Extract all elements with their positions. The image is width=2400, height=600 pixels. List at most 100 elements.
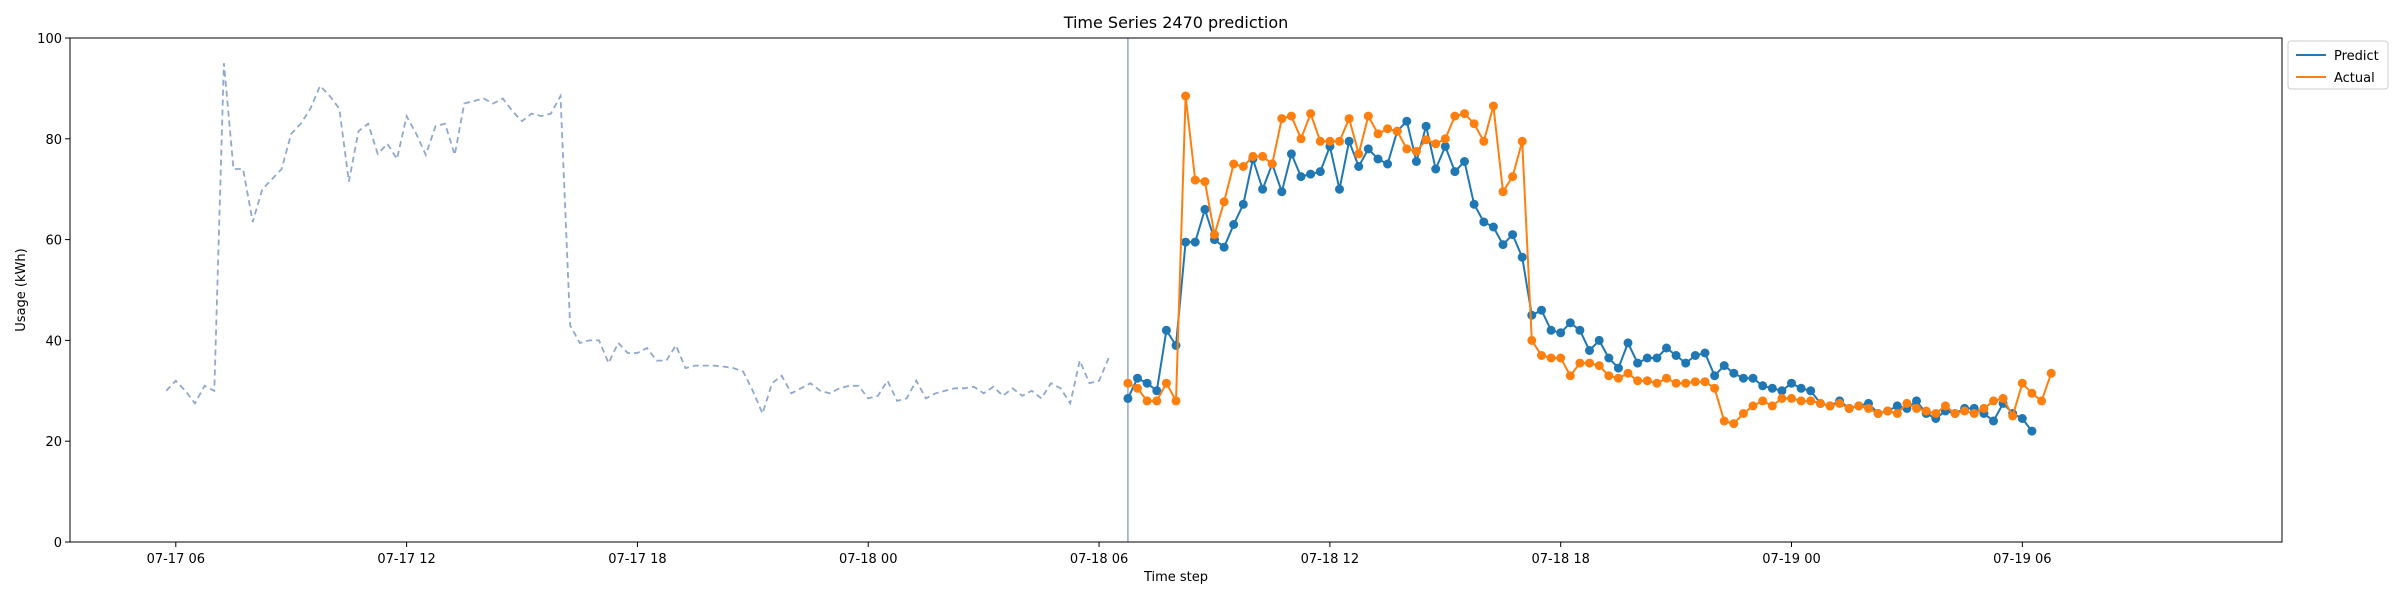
predict-point bbox=[1613, 363, 1623, 373]
predict-point bbox=[1411, 157, 1421, 166]
actual-point bbox=[1710, 383, 1720, 393]
actual-point bbox=[1662, 373, 1671, 383]
x-tick-label: 07-19 00 bbox=[1762, 552, 1820, 567]
actual-point bbox=[1133, 383, 1142, 393]
plot-frame bbox=[69, 37, 2283, 543]
actual-point bbox=[1344, 114, 1354, 124]
predict-point bbox=[1633, 358, 1643, 368]
predict-point bbox=[1373, 154, 1383, 164]
predict-point bbox=[1758, 381, 1768, 391]
legend: Predict Actual bbox=[2287, 40, 2389, 90]
actual-point bbox=[1431, 139, 1441, 149]
predict-point bbox=[1508, 230, 1518, 240]
y-tick-label: 100 bbox=[37, 32, 62, 47]
actual-point bbox=[1575, 358, 1585, 368]
actual-point bbox=[1854, 401, 1864, 411]
actual-point bbox=[2027, 388, 2037, 398]
predict-point bbox=[1652, 353, 1662, 363]
actual-point bbox=[1296, 134, 1306, 144]
predict-point bbox=[1594, 335, 1604, 345]
actual-point bbox=[1171, 396, 1181, 406]
actual-point bbox=[1931, 409, 1941, 418]
x-tick-label: 07-17 06 bbox=[147, 552, 205, 567]
actual-point bbox=[1864, 403, 1873, 413]
predict-point bbox=[1440, 141, 1450, 151]
predict-point bbox=[1123, 393, 1133, 403]
predict-point bbox=[1354, 162, 1364, 171]
actual-point bbox=[1700, 377, 1710, 387]
actual-point bbox=[1363, 111, 1373, 121]
x-axis-label: Time step bbox=[1143, 570, 1208, 585]
actual-point bbox=[1998, 393, 2008, 403]
x-tick-label: 07-18 12 bbox=[1301, 552, 1359, 567]
actual-point bbox=[1556, 353, 1566, 363]
predict-point bbox=[1190, 237, 1200, 247]
predict-point bbox=[1315, 167, 1325, 177]
actual-point bbox=[1892, 409, 1902, 418]
y-tick-label: 20 bbox=[45, 435, 62, 450]
actual-point bbox=[1690, 377, 1700, 387]
predict-point bbox=[1200, 204, 1210, 214]
actual-point bbox=[1238, 162, 1248, 171]
actual-point bbox=[1325, 136, 1335, 146]
predict-point bbox=[1450, 167, 1460, 177]
predict-point bbox=[1296, 172, 1306, 182]
actual-point bbox=[1844, 403, 1854, 413]
predict-point bbox=[1517, 252, 1527, 262]
actual-point bbox=[1200, 177, 1210, 187]
actual-point bbox=[1517, 136, 1527, 146]
actual-point bbox=[1671, 378, 1681, 388]
actual-point bbox=[1565, 371, 1575, 381]
predict-point bbox=[1729, 368, 1739, 378]
actual-point bbox=[1498, 187, 1508, 197]
predict-point bbox=[1796, 383, 1806, 393]
actual-point bbox=[1912, 403, 1921, 413]
actual-line bbox=[1127, 95, 2053, 425]
actual-point bbox=[1835, 398, 1845, 408]
actual-point bbox=[1210, 230, 1219, 240]
predict-point bbox=[1488, 222, 1498, 232]
predict-point bbox=[1152, 386, 1162, 396]
predict-point bbox=[1738, 373, 1748, 383]
predict-point bbox=[1363, 144, 1373, 154]
predict-point bbox=[1219, 242, 1229, 252]
actual-point bbox=[1123, 378, 1133, 388]
actual-point bbox=[1777, 393, 1787, 403]
actual-point bbox=[1767, 401, 1777, 411]
predict-point bbox=[1892, 401, 1902, 411]
predict-point bbox=[1161, 325, 1171, 335]
actual-point bbox=[1411, 146, 1421, 156]
predict-point bbox=[1575, 325, 1585, 335]
y-tick-label: 60 bbox=[45, 234, 62, 249]
actual-point bbox=[1921, 406, 1931, 416]
predict-point bbox=[1585, 346, 1594, 355]
predict-point bbox=[1642, 353, 1652, 363]
predict-point bbox=[1181, 237, 1191, 247]
actual-point bbox=[1488, 101, 1498, 111]
predict-point bbox=[1527, 310, 1537, 320]
predict-point bbox=[1469, 199, 1479, 209]
predict-point bbox=[1690, 351, 1700, 360]
predict-point bbox=[1556, 328, 1566, 338]
y-tick-label: 40 bbox=[45, 334, 62, 349]
actual-point bbox=[1883, 406, 1893, 416]
x-tick-label: 07-18 06 bbox=[1070, 552, 1128, 567]
actual-point bbox=[1258, 151, 1268, 161]
x-tick-label: 07-17 12 bbox=[377, 552, 435, 567]
actual-point bbox=[1306, 109, 1316, 119]
predict-point bbox=[1623, 338, 1633, 348]
actual-point bbox=[1969, 409, 1979, 418]
history-line bbox=[165, 63, 1110, 417]
actual-point bbox=[1604, 371, 1614, 381]
x-axis: 07-17 06 07-17 12 07-17 18 07-18 00 07-18 06… bbox=[147, 542, 2052, 567]
actual-point bbox=[1190, 175, 1200, 185]
predict-point bbox=[1710, 371, 1720, 381]
actual-point bbox=[1152, 396, 1162, 406]
predict-point bbox=[1383, 159, 1393, 169]
actual-point bbox=[1315, 136, 1325, 146]
actual-point bbox=[1161, 378, 1171, 388]
actual-point bbox=[1758, 396, 1768, 406]
actual-point bbox=[1979, 403, 1989, 413]
predict-point bbox=[1777, 386, 1787, 396]
